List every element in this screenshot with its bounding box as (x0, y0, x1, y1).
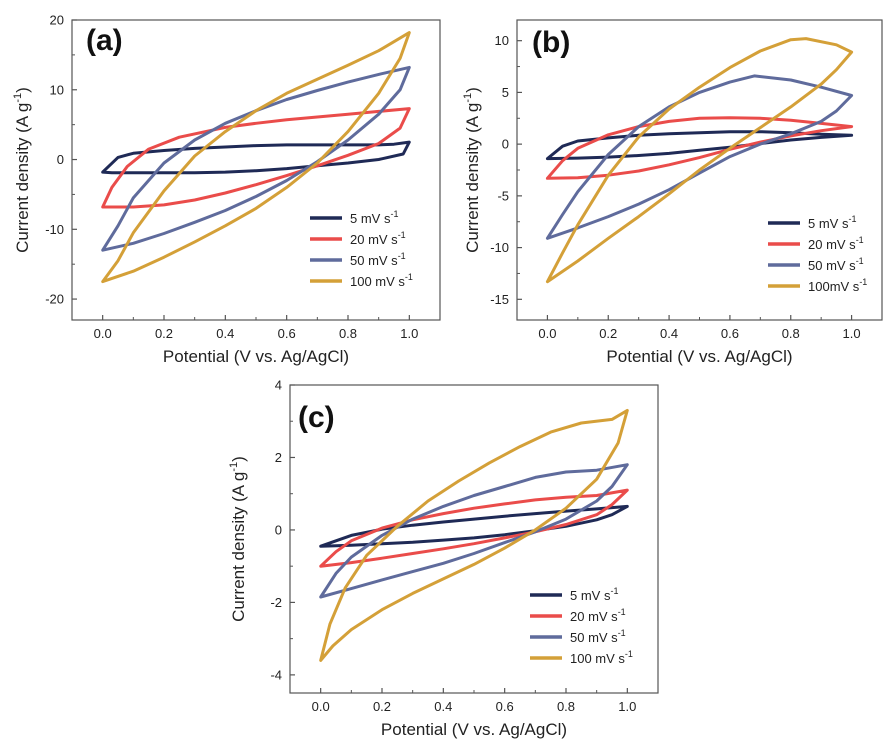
y-axis-label: Current density (A g-1) (462, 87, 482, 253)
x-tick-label: 1.0 (843, 326, 861, 341)
cv-curve-50mv (101, 65, 411, 252)
legend-label: 5 mV s-1 (350, 209, 398, 226)
legend-label: 5 mV s-1 (570, 586, 618, 603)
legend-label: 50 mV s-1 (350, 251, 406, 268)
cv-curve-20mv (101, 107, 411, 209)
x-tick-label: 0.4 (660, 326, 678, 341)
cv-curve-100mv (545, 37, 854, 284)
legend-label: 20 mV s-1 (570, 607, 626, 624)
x-tick-label: 1.0 (618, 699, 636, 714)
cv-curve-100mv (319, 408, 629, 662)
y-tick-label: 0 (275, 522, 282, 537)
y-tick-label: -4 (270, 667, 282, 682)
x-tick-label: 0.6 (721, 326, 739, 341)
x-tick-label: 0.8 (557, 699, 575, 714)
x-tick-label: 0.6 (278, 326, 296, 341)
legend-label: 50 mV s-1 (570, 628, 626, 645)
panel-label: (c) (298, 401, 335, 434)
x-axis-label: Potential (V vs. Ag/AgCl) (606, 347, 792, 366)
y-tick-label: -10 (45, 222, 64, 237)
cv-curve-50mv (319, 463, 629, 599)
legend-label: 5 mV s-1 (808, 214, 856, 231)
x-tick-label: 0.8 (782, 326, 800, 341)
y-tick-label: -5 (497, 188, 509, 203)
cv-curve-100mv (101, 31, 411, 284)
legend-label: 100 mV s-1 (350, 272, 413, 289)
x-tick-label: 0.0 (312, 699, 330, 714)
x-tick-label: 0.2 (373, 699, 391, 714)
cv-curve-50mv (545, 74, 854, 240)
x-axis-label: Potential (V vs. Ag/AgCl) (381, 720, 567, 739)
cv-curve-20mv (545, 116, 854, 180)
y-tick-label: -15 (490, 292, 509, 307)
x-tick-label: 0.4 (216, 326, 234, 341)
y-tick-label: 10 (50, 82, 64, 97)
x-tick-label: 1.0 (400, 326, 418, 341)
chart-panel-a: 0.0 0.2 0.4 0.6 0.8 1.0 -20 -10 0 10 20 Potential (… (12, 13, 441, 366)
legend-label: 20 mV s-1 (350, 230, 406, 247)
y-tick-label: 0 (57, 152, 64, 167)
y-tick-label: 0 (502, 137, 509, 152)
cv-curve-5mv (319, 504, 629, 548)
y-tick-label: 4 (275, 378, 282, 393)
y-tick-label: -20 (45, 292, 64, 307)
cv-curve-5mv (101, 140, 411, 175)
y-tick-label: -10 (490, 240, 509, 255)
y-tick-label: 10 (495, 33, 509, 48)
legend-label: 100 mV s-1 (570, 649, 633, 666)
legend-label: 50 mV s-1 (808, 256, 864, 273)
legend-label: 20 mV s-1 (808, 235, 864, 252)
y-axis-label: Current density (A g-1) (12, 87, 32, 253)
y-tick-label: 2 (275, 450, 282, 465)
chart-panel-c: 0.0 0.2 0.4 0.6 0.8 1.0 -4 -2 0 2 4 Potential (V vs… (228, 378, 659, 739)
panel-label: (a) (86, 24, 123, 57)
x-axis-label: Potential (V vs. Ag/AgCl) (163, 347, 349, 366)
y-tick-label: -2 (270, 595, 282, 610)
panel-label: (b) (532, 26, 570, 59)
y-axis-label: Current density (A g-1) (228, 456, 248, 622)
x-tick-label: 0.2 (155, 326, 173, 341)
chart-panel-b: 0.0 0.2 0.4 0.6 0.8 1.0 -15 -10 -5 0 5 10 Potential … (462, 19, 883, 366)
x-tick-label: 0.8 (339, 326, 357, 341)
x-tick-label: 0.4 (434, 699, 452, 714)
x-tick-label: 0.0 (538, 326, 556, 341)
y-tick-label: 5 (502, 85, 509, 100)
y-tick-label: 20 (50, 13, 64, 28)
x-tick-label: 0.2 (599, 326, 617, 341)
legend-label: 100mV s-1 (808, 277, 867, 294)
x-tick-label: 0.6 (496, 699, 514, 714)
x-tick-label: 0.0 (94, 326, 112, 341)
cv-curve-5mv (545, 130, 854, 161)
